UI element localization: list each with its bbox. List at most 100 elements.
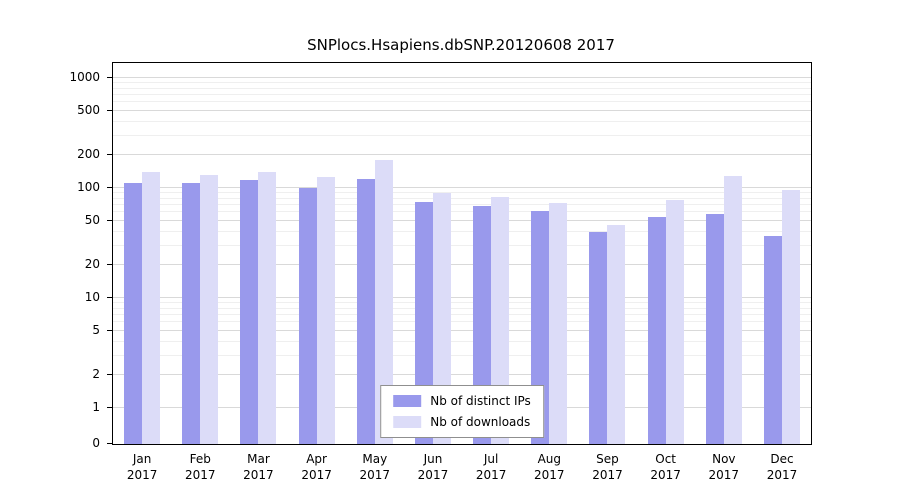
minor-gridline	[113, 321, 811, 323]
bar-downloads	[142, 171, 161, 444]
major-gridline	[113, 297, 811, 298]
bar-distinct-ips	[705, 214, 724, 444]
major-gridline	[113, 153, 811, 155]
ytick-label: 50	[84, 213, 100, 228]
ytick-label: 1	[92, 400, 100, 414]
minor-gridline	[113, 101, 811, 103]
month-group-jun: Jun 2017	[404, 63, 462, 482]
month-group-nov: Nov 2017	[695, 63, 753, 482]
bar-downloads	[723, 176, 742, 444]
ytick-label: 200	[77, 146, 100, 161]
minor-gridline	[113, 244, 811, 246]
chart-title: SNPlocs.Hsapiens.dbSNP.20120608 2017	[307, 36, 615, 54]
bar-downloads	[491, 196, 510, 444]
minor-gridline	[113, 94, 811, 96]
month-group-oct: Oct 2017	[637, 63, 695, 482]
xtick-label: Mar 2017	[243, 452, 274, 482]
bar-distinct-ips	[356, 178, 375, 444]
minor-gridline	[113, 204, 811, 206]
ytick-mark	[107, 153, 112, 155]
bar-distinct-ips	[124, 183, 143, 444]
major-gridline	[113, 77, 811, 78]
xtick-label: Oct 2017	[650, 452, 681, 482]
minor-gridline	[113, 82, 811, 84]
ytick-label: 20	[84, 256, 100, 271]
ytick-mark	[107, 263, 112, 265]
xtick-label: Jun 2017	[417, 452, 449, 482]
bar-groups: Jan 2017 Feb 2017 Mar 2017 Apr 2017 May 2017 Jun 20…	[113, 63, 811, 482]
ytick-label: 10	[84, 290, 100, 304]
legend-label-distinct-ips: Nb of distinct IPs	[430, 394, 531, 408]
bar-distinct-ips	[414, 201, 433, 444]
month-group-apr: Apr 2017	[288, 63, 346, 482]
bar-distinct-ips	[240, 180, 259, 444]
plot-area: Jan 2017 Feb 2017 Mar 2017 Apr 2017 May 2017 Jun 20…	[112, 62, 812, 482]
xtick-label: Apr 2017	[301, 452, 332, 482]
xtick-label: Nov 2017	[708, 452, 740, 482]
bar-downloads	[200, 175, 219, 444]
xtick-label: Feb 2017	[184, 452, 216, 482]
major-gridline	[113, 373, 811, 375]
xtick-label: Jan 2017	[126, 452, 158, 482]
minor-gridline	[113, 354, 811, 356]
bar-downloads	[258, 171, 277, 444]
bar-downloads	[665, 199, 684, 444]
legend: Nb of distinct IPs Nb of downloads	[380, 385, 544, 438]
ytick-label: 5	[92, 323, 100, 338]
ytick-mark	[107, 330, 112, 332]
xtick-label: Aug 2017	[534, 452, 565, 482]
month-group-mar: Mar 2017	[229, 63, 287, 482]
bar-distinct-ips	[298, 188, 317, 444]
month-group-jan: Jan 2017	[113, 63, 171, 482]
ytick-label: 100	[77, 180, 100, 194]
bar-distinct-ips	[647, 216, 666, 444]
xtick-label: Jul 2017	[475, 452, 507, 482]
bar-distinct-ips	[763, 235, 782, 444]
ytick-mark	[107, 443, 112, 444]
xtick-label: May 2017	[359, 452, 391, 482]
ytick-mark	[107, 110, 112, 112]
minor-gridline	[113, 230, 811, 232]
legend-item-distinct-ips: Nb of distinct IPs	[393, 394, 531, 408]
bar-downloads	[374, 159, 393, 444]
ytick-label: 0	[92, 436, 100, 450]
minor-gridline	[113, 197, 811, 199]
legend-swatch-downloads-icon	[393, 416, 422, 428]
bar-distinct-ips	[473, 206, 492, 444]
month-group-may: May 2017	[346, 63, 404, 482]
ytick-label: 500	[77, 103, 100, 118]
ytick-mark	[107, 77, 112, 78]
minor-gridline	[113, 192, 811, 194]
bar-downloads	[316, 177, 335, 444]
month-group-sep: Sep 2017	[578, 63, 636, 482]
month-group-jul: Jul 2017	[462, 63, 520, 482]
ytick-mark	[107, 220, 112, 222]
minor-gridline	[113, 307, 811, 309]
legend-swatch-distinct-ips-icon	[393, 395, 422, 407]
minor-gridline	[113, 302, 811, 304]
minor-gridline	[113, 211, 811, 213]
bar-downloads	[432, 193, 451, 444]
bar-downloads	[549, 203, 568, 444]
major-gridline	[113, 187, 811, 188]
ytick-label: 2	[92, 366, 100, 381]
ytick-mark	[107, 297, 112, 298]
major-gridline	[113, 330, 811, 332]
minor-gridline	[113, 120, 811, 122]
xtick-label: Sep 2017	[592, 452, 623, 482]
minor-gridline	[113, 314, 811, 316]
legend-item-downloads: Nb of downloads	[393, 415, 531, 429]
month-group-dec: Dec 2017	[753, 63, 811, 482]
bar-downloads	[607, 225, 626, 444]
major-gridline	[113, 220, 811, 222]
ytick-mark	[107, 187, 112, 188]
minor-gridline	[113, 134, 811, 136]
bar-downloads	[781, 190, 800, 444]
minor-gridline	[113, 340, 811, 342]
legend-label-downloads: Nb of downloads	[430, 415, 531, 429]
bar-distinct-ips	[589, 231, 608, 444]
xtick-label: Dec 2017	[766, 452, 798, 482]
ytick-label: 1000	[69, 70, 100, 84]
major-gridline	[113, 110, 811, 112]
